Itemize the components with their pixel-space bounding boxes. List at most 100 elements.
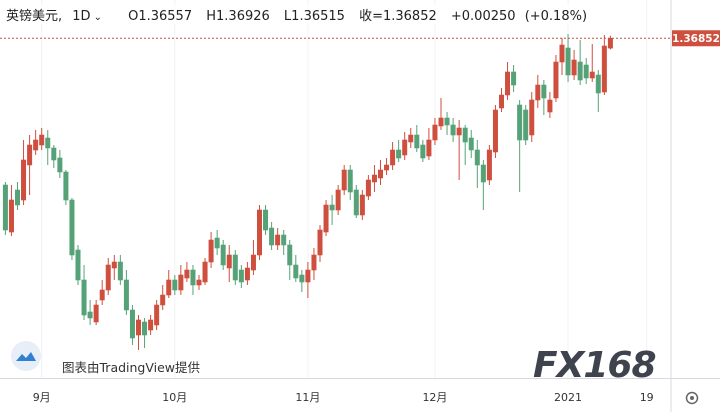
candle-body <box>244 267 250 281</box>
candle-body <box>208 239 214 263</box>
candle-body <box>45 137 51 149</box>
candle-body <box>196 279 202 286</box>
candle-body <box>8 199 14 233</box>
candle-body <box>220 244 226 266</box>
close-label: 收= <box>359 9 383 24</box>
candle-body <box>589 71 595 79</box>
candle-body <box>371 174 377 183</box>
candle-body <box>87 311 93 319</box>
candle-body <box>51 147 57 161</box>
candle-body <box>323 204 329 233</box>
x-tick-label: 12月 <box>422 391 447 404</box>
candle-body <box>75 249 81 281</box>
candle-body <box>607 37 613 49</box>
low-label: L <box>283 9 292 24</box>
candle-body <box>136 319 142 336</box>
candle-body <box>426 139 432 157</box>
candle-body <box>305 269 311 283</box>
open-value: 1.36557 <box>138 9 193 24</box>
candle-body <box>172 279 178 291</box>
candle-body <box>238 269 244 283</box>
candle-body <box>365 179 371 197</box>
interval[interactable]: 1D <box>72 9 91 24</box>
watermark: FX168 <box>533 345 656 386</box>
candle-body <box>492 109 498 153</box>
candle-body <box>408 134 414 143</box>
candle-body <box>81 279 87 316</box>
x-tick-label: 9月 <box>33 391 51 404</box>
candle-body <box>353 189 359 216</box>
x-tick-label: 10月 <box>162 391 187 404</box>
candle-body <box>535 84 541 101</box>
candle-body <box>93 304 99 323</box>
candle-body <box>148 319 154 331</box>
candle-body <box>256 209 262 256</box>
candle-body <box>335 189 341 211</box>
candle-body <box>184 269 190 279</box>
candle-body <box>178 274 184 291</box>
candle-body <box>359 194 365 216</box>
candle-body <box>559 44 565 63</box>
candle-body <box>214 237 220 249</box>
candle-body <box>402 139 408 156</box>
candle-body <box>27 144 33 166</box>
candle-body <box>341 169 347 191</box>
high-value: 1.36926 <box>216 9 270 24</box>
candle-body <box>117 261 123 281</box>
candle-body <box>565 47 571 76</box>
settings-icon[interactable] <box>685 391 699 405</box>
candle-body <box>293 264 299 279</box>
close-value: 1.36852 <box>382 9 437 24</box>
candle-body <box>63 171 69 201</box>
attribution[interactable]: 图表由TradingView提供 <box>62 360 201 375</box>
interval-chevron[interactable]: ⌄ <box>93 12 102 23</box>
candle-body <box>329 204 335 211</box>
last-price-label: 1.36852 <box>672 33 720 45</box>
candle-body <box>160 294 166 306</box>
candle-body <box>263 209 269 231</box>
candle-body <box>347 169 353 193</box>
candle-body <box>450 124 456 136</box>
high-label: H <box>206 9 217 24</box>
candle-body <box>571 59 577 76</box>
candle-body <box>275 234 281 246</box>
candle-body <box>69 199 75 256</box>
x-tick-label: 2021 <box>554 391 582 404</box>
candle-body <box>547 99 553 113</box>
candle-body <box>123 279 129 311</box>
candle-body <box>281 234 287 246</box>
candle-body <box>190 269 196 286</box>
candle-body <box>111 261 117 269</box>
candle-body <box>39 134 45 146</box>
candle-body <box>541 84 547 99</box>
candle-body <box>511 71 517 86</box>
candle-body <box>317 229 323 256</box>
candle-body <box>505 71 511 96</box>
change-percent: (+0.18%) <box>524 9 588 24</box>
change: +0.00250 <box>450 9 516 24</box>
candle-body <box>2 184 8 231</box>
tradingview-logo[interactable] <box>11 341 41 371</box>
candle-body <box>390 149 396 166</box>
candle-body <box>444 117 450 126</box>
last-price-box <box>672 30 720 47</box>
candle-body <box>166 279 172 296</box>
candle-body <box>232 254 238 281</box>
candle-body <box>486 149 492 181</box>
candle-body <box>523 109 529 141</box>
candle-body <box>474 149 480 166</box>
candle-body <box>517 104 523 141</box>
x-tick-label: 11月 <box>295 391 320 404</box>
candle-body <box>142 321 148 336</box>
candle-body <box>299 274 305 283</box>
open-label: O <box>128 9 139 24</box>
candle-body <box>105 264 111 291</box>
candle-body <box>396 149 402 159</box>
candle-body <box>577 61 583 81</box>
candle-body <box>202 261 208 283</box>
candle-body <box>384 164 390 171</box>
symbol[interactable]: 英镑美元, <box>6 9 63 24</box>
candle-body <box>287 244 293 266</box>
